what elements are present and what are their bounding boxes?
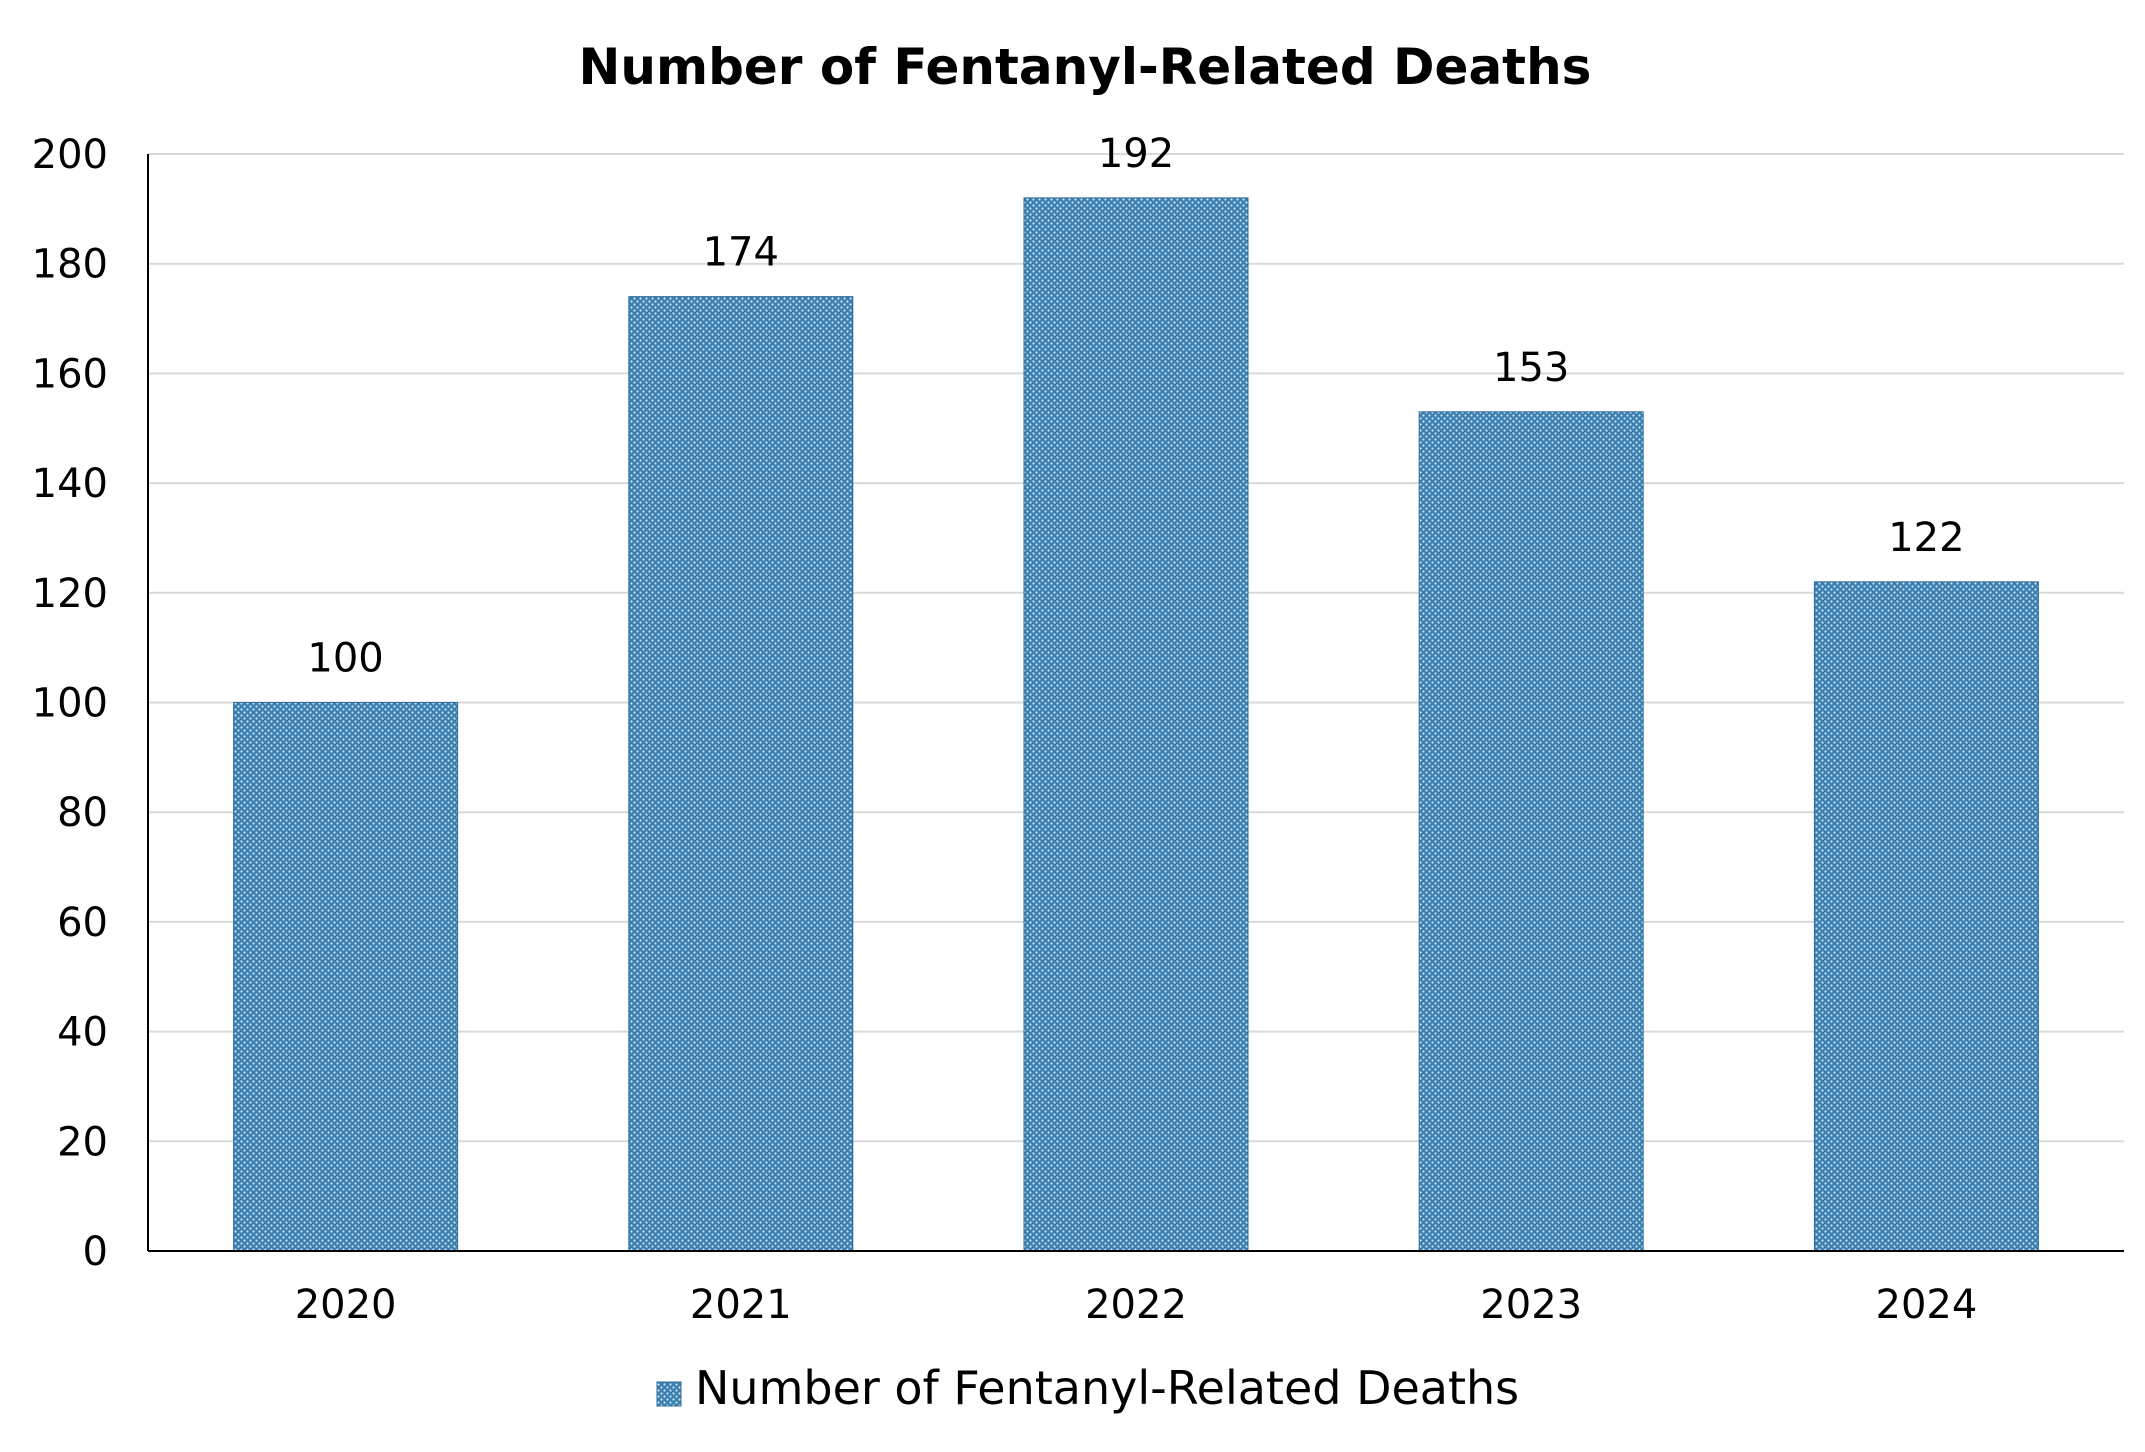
bar-2022 <box>1023 197 1249 1252</box>
legend-swatch <box>656 1381 682 1407</box>
axes <box>147 154 2124 1252</box>
y-tick-label: 140 <box>32 461 108 507</box>
data-label: 192 <box>1098 131 1174 177</box>
x-tick-label: 2022 <box>1085 1282 1187 1328</box>
data-label: 122 <box>1888 515 1964 561</box>
y-tick-label: 160 <box>32 351 108 397</box>
x-axis-ticks: 2020 2021 2022 2023 2024 <box>295 1282 1978 1328</box>
data-labels: 100 174 192 153 122 <box>307 131 1964 682</box>
bar-2023 <box>1418 411 1644 1252</box>
bar-2020 <box>233 702 459 1252</box>
data-label: 174 <box>703 230 779 276</box>
data-label: 100 <box>307 636 383 682</box>
y-tick-label: 40 <box>57 1010 108 1056</box>
legend-label: Number of Fentanyl-Related Deaths <box>695 1361 1519 1415</box>
y-tick-label: 100 <box>32 681 108 727</box>
y-tick-label: 120 <box>32 571 108 617</box>
bars <box>233 197 2039 1252</box>
x-tick-label: 2024 <box>1876 1282 1978 1328</box>
x-tick-label: 2021 <box>690 1282 792 1328</box>
x-tick-label: 2020 <box>295 1282 397 1328</box>
y-tick-label: 60 <box>57 900 108 946</box>
bar-2024 <box>1813 581 2039 1252</box>
x-tick-label: 2023 <box>1480 1282 1582 1328</box>
data-label: 153 <box>1493 345 1569 391</box>
bar-2021 <box>628 296 854 1252</box>
y-tick-label: 80 <box>57 790 108 836</box>
y-axis-ticks: 0 20 40 60 80 100 120 140 160 180 200 <box>32 132 108 1275</box>
y-tick-label: 200 <box>32 132 108 178</box>
y-tick-label: 20 <box>57 1119 108 1165</box>
chart-title: Number of Fentanyl-Related Deaths <box>579 38 1592 96</box>
y-tick-label: 0 <box>83 1229 108 1275</box>
legend: Number of Fentanyl-Related Deaths <box>656 1361 1519 1415</box>
y-tick-label: 180 <box>32 242 108 288</box>
